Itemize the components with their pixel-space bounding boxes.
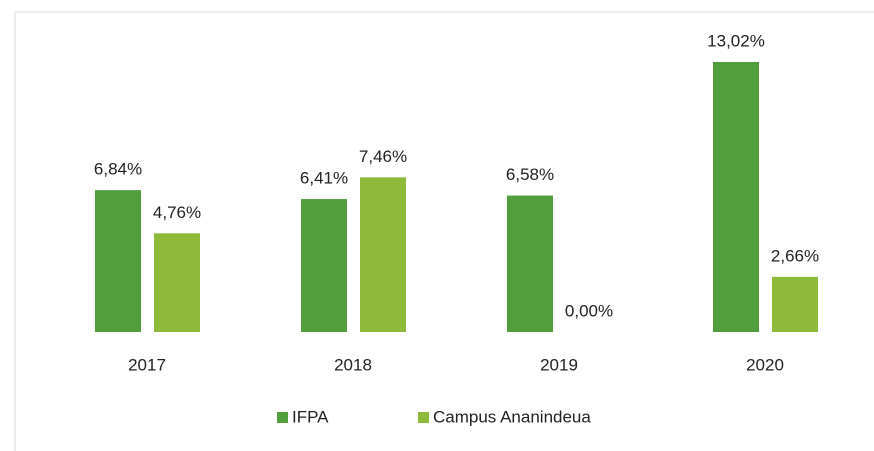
data-label: 7,46%: [359, 147, 407, 166]
bar: [772, 276, 818, 332]
data-label: 2,66%: [771, 246, 819, 265]
data-label: 6,41%: [300, 169, 348, 188]
legend-swatch: [418, 412, 429, 423]
x-tick-label: 2019: [540, 355, 578, 374]
data-label: 13,02%: [707, 31, 765, 50]
x-tick-label: 2018: [334, 355, 372, 374]
data-label: 4,76%: [153, 203, 201, 222]
x-tick-label: 2017: [128, 355, 166, 374]
x-tick-label: 2020: [746, 355, 784, 374]
bar: [154, 233, 200, 332]
legend-label: Campus Ananindeua: [433, 407, 591, 426]
bar: [95, 190, 141, 332]
data-label: 6,58%: [506, 165, 554, 184]
data-label: 0,00%: [565, 301, 613, 320]
bar: [507, 195, 553, 332]
bar: [713, 62, 759, 332]
legend-label: IFPA: [292, 407, 329, 426]
legend-swatch: [277, 412, 288, 423]
bar: [301, 199, 347, 332]
data-label: 6,84%: [94, 160, 142, 179]
bar: [360, 177, 406, 332]
